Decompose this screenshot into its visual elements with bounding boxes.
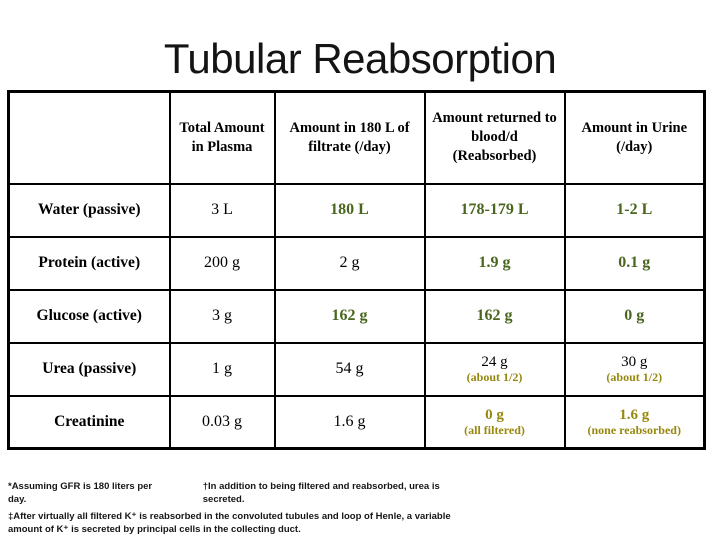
row-label-glucose: Glucose (active): [7, 288, 171, 344]
footnotes: *Assuming GFR is 180 liters per day. †In…: [8, 480, 478, 536]
header-total-plasma: Total Amount in Plasma: [168, 90, 276, 185]
cell-urea-reabsorbed: 24 g (about 1/2): [423, 341, 566, 397]
cell-protein-plasma: 200 g: [168, 235, 276, 291]
table-row-creatinine: Creatinine 0.03 g 1.6 g 0 g (all filtere…: [7, 394, 706, 450]
cell-protein-reabsorbed: 1.9 g: [423, 235, 566, 291]
header-reabsorbed: Amount returned to blood/d (Reabsorbed): [423, 90, 566, 185]
cell-protein-filtrate: 2 g: [273, 235, 426, 291]
cell-value: 24 g: [481, 353, 508, 370]
row-label-urea: Urea (passive): [7, 341, 171, 397]
cell-value: 30 g: [621, 353, 648, 370]
cell-water-reabsorbed: 178-179 L: [423, 182, 566, 238]
cell-creatinine-reabsorbed: 0 g (all filtered): [423, 394, 566, 450]
table-row-protein: Protein (active) 200 g 2 g 1.9 g 0.1 g: [7, 235, 706, 291]
footnote-urea: †In addition to being filtered and reabs…: [202, 481, 440, 506]
cell-protein-urine: 0.1 g: [563, 235, 706, 291]
footnote-spacer: [169, 480, 202, 507]
cell-creatinine-plasma: 0.03 g: [168, 394, 276, 450]
header-urine: Amount in Urine (/day): [563, 90, 706, 185]
cell-glucose-plasma: 3 g: [168, 288, 276, 344]
table-row-urea: Urea (passive) 1 g 54 g 24 g (about 1/2)…: [7, 341, 706, 397]
cell-glucose-reabsorbed: 162 g: [423, 288, 566, 344]
header-filtrate: Amount in 180 L of filtrate (/day): [273, 90, 426, 185]
cell-note: (none reabsorbed): [587, 422, 681, 437]
header-blank: [7, 90, 171, 185]
table-header-row: Total Amount in Plasma Amount in 180 L o…: [7, 90, 706, 185]
cell-water-filtrate: 180 L: [273, 182, 426, 238]
cell-value: 1.6 g: [619, 406, 650, 423]
cell-water-plasma: 3 L: [168, 182, 276, 238]
table-row-water: Water (passive) 3 L 180 L 178-179 L 1-2 …: [7, 182, 706, 238]
cell-note: (about 1/2): [606, 370, 663, 385]
cell-creatinine-filtrate: 1.6 g: [273, 394, 426, 450]
cell-note: (about 1/2): [466, 370, 523, 385]
cell-value: 0 g: [485, 406, 504, 423]
cell-urea-plasma: 1 g: [168, 341, 276, 397]
footnote-potassium: ‡After virtually all filtered K⁺ is reab…: [8, 510, 451, 535]
cell-glucose-filtrate: 162 g: [273, 288, 426, 344]
cell-urea-filtrate: 54 g: [273, 341, 426, 397]
cell-note: (all filtered): [464, 422, 525, 437]
cell-water-urine: 1-2 L: [563, 182, 706, 238]
row-label-creatinine: Creatinine: [7, 394, 171, 450]
footnote-line-1: *Assuming GFR is 180 liters per day. †In…: [8, 480, 478, 507]
row-label-protein: Protein (active): [7, 235, 171, 291]
page-title: Tubular Reabsorption: [163, 35, 557, 82]
row-label-water: Water (passive): [7, 182, 171, 238]
footnote-gfr: *Assuming GFR is 180 liters per day.: [8, 481, 153, 506]
reabsorption-table: Total Amount in Plasma Amount in 180 L o…: [7, 90, 706, 450]
cell-urea-urine: 30 g (about 1/2): [563, 341, 706, 397]
table-row-glucose: Glucose (active) 3 g 162 g 162 g 0 g: [7, 288, 706, 344]
cell-glucose-urine: 0 g: [563, 288, 706, 344]
cell-creatinine-urine: 1.6 g (none reabsorbed): [563, 394, 706, 450]
